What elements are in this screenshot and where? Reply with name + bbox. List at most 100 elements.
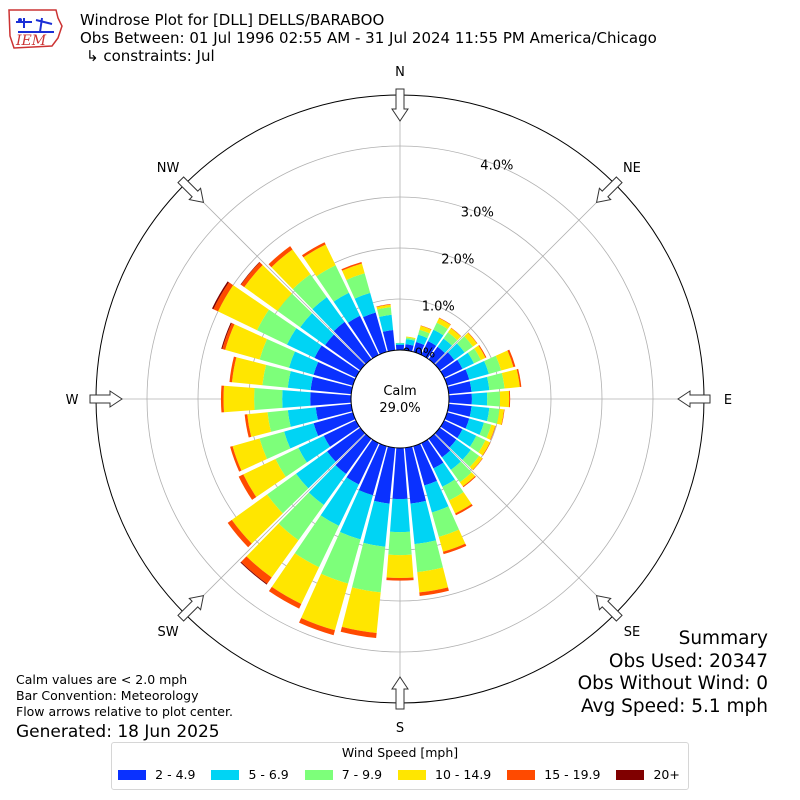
windrose-bar-segment (462, 476, 476, 488)
calm-note: Calm values are < 2.0 mph (16, 672, 188, 687)
calm-label: Calm (383, 384, 416, 399)
windrose-bar-segment (419, 325, 432, 334)
compass-label: SW (158, 625, 179, 640)
windrose-bar-segment (351, 542, 386, 593)
windrose-bar-segment (478, 440, 491, 456)
iem-logo: IEM (6, 6, 64, 52)
windrose-bar-segment (376, 304, 391, 308)
windrose-bar-segment (413, 443, 437, 486)
windrose-bar-segment (418, 329, 430, 339)
legend-label: 20+ (653, 767, 680, 782)
legend-label: 10 - 14.9 (435, 767, 492, 782)
windrose-bar-segment (448, 393, 472, 405)
windrose-bar-segment (457, 429, 477, 447)
windrose-bar-segment (467, 348, 481, 364)
windrose-bar-segment (501, 409, 505, 425)
windrose-bar-segment (231, 357, 267, 386)
windrose-bar-segment (333, 321, 372, 364)
windrose-bar-segment (447, 403, 472, 417)
angular-gridline (434, 183, 616, 365)
windrose-bar-segment (300, 313, 334, 346)
windrose-bar-segment (447, 381, 472, 395)
windrose-bar-segment (213, 282, 234, 312)
windrose-bar-segment (416, 334, 428, 346)
legend-item: 20+ (616, 767, 680, 782)
flow-arrow (89, 390, 123, 408)
compass-label: E (724, 393, 732, 408)
windrose-bar-segment (340, 626, 377, 639)
windrose-bar-segment (496, 408, 505, 425)
flow-arrows (89, 88, 711, 710)
windrose-bar-segment (487, 391, 500, 407)
flow-arrow (177, 594, 205, 622)
windrose-bar-segment (420, 325, 432, 330)
radial-tick-label: 3.0% (461, 205, 494, 220)
windrose-bar-segment (469, 376, 490, 392)
legend-swatch (304, 769, 333, 780)
legend-swatch (398, 769, 427, 780)
windrose-bar-segment (435, 352, 455, 371)
windrose-bar-segment (325, 334, 365, 371)
windrose-bar-segment (230, 446, 242, 472)
windrose-bar-segment (450, 327, 462, 337)
windrose-bar-segment (499, 390, 510, 408)
windrose-bar-segment (395, 342, 405, 344)
windrose-bar-segment (313, 362, 356, 386)
windrose-bar-segment (464, 332, 478, 347)
flow-arrow (177, 176, 205, 204)
obs-without-wind: Obs Without Wind: 0 (577, 673, 768, 694)
windrose-bar-segment (438, 317, 451, 325)
legend-item: 7 - 9.9 (304, 767, 383, 782)
windrose-bar-segment (501, 369, 520, 389)
summary-panel: Summary Obs Used: 20347 Obs Without Wind… (578, 628, 768, 718)
windrose-bar-segment (303, 244, 336, 277)
legend-title: Wind Speed [mph] (341, 745, 459, 760)
windrose-bar-segment (244, 265, 292, 311)
windrose-bar-segment (376, 304, 391, 310)
windrose-bar-segment (316, 265, 349, 302)
windrose-bar-segment (447, 343, 465, 360)
windrose-bar-segment (346, 273, 371, 299)
flow-arrow (391, 676, 409, 710)
windrose-bar-segment (490, 425, 496, 440)
windrose-bar-segment (382, 329, 396, 352)
windrose-bar-segment (406, 336, 416, 340)
windrose-bar-segment (246, 523, 299, 578)
logo-text: IEM (15, 33, 47, 49)
windrose-bar-segment (419, 587, 449, 596)
windrose-bar-segment (455, 503, 473, 516)
windrose-bar-segment (225, 324, 268, 360)
windrose-bar-segment (435, 427, 457, 448)
legend-items: 2 - 4.9 5 - 6.9 7 - 9.9 10 - 14.9 15 - 1… (112, 767, 688, 782)
legend-item: 5 - 6.9 (211, 767, 289, 782)
windrose-bar-segment (247, 412, 271, 437)
windrose-bar-segment (479, 422, 492, 439)
flow-arrow (595, 594, 623, 622)
radial-tick-label: 1.0% (422, 300, 455, 315)
windrose-bar-segment (438, 529, 466, 552)
windrose-bar-segment (486, 424, 496, 440)
windrose-bar-segment (339, 490, 373, 540)
polar-grid (96, 95, 704, 703)
legend-item: 2 - 4.9 (118, 767, 195, 782)
angular-gridline (434, 433, 616, 615)
windrose-bar-segment (433, 322, 448, 336)
radial-tick-label: 4.0% (480, 158, 513, 173)
windrose-bar-segment (232, 438, 268, 471)
legend-label: 7 - 9.9 (341, 767, 383, 782)
angular-gridline (184, 433, 366, 615)
windrose-bar-segment (363, 312, 387, 355)
windrose-bar-segment (267, 410, 291, 432)
windrose-bar-segment (271, 249, 311, 290)
windrose-bar-segment (428, 346, 445, 364)
windrose-bar-segment (417, 567, 449, 593)
windrose-bar-segment (465, 418, 484, 435)
windrose-bar-segment (421, 341, 437, 359)
compass-label: S (396, 721, 404, 736)
windrose-bar-segment (363, 500, 390, 547)
flow-arrow (595, 176, 623, 204)
windrose-bar-segment (241, 556, 272, 584)
windrose-bar-segment (443, 332, 458, 346)
windrose-bar-segment (243, 458, 286, 498)
windrose-bar-segment (444, 369, 470, 386)
